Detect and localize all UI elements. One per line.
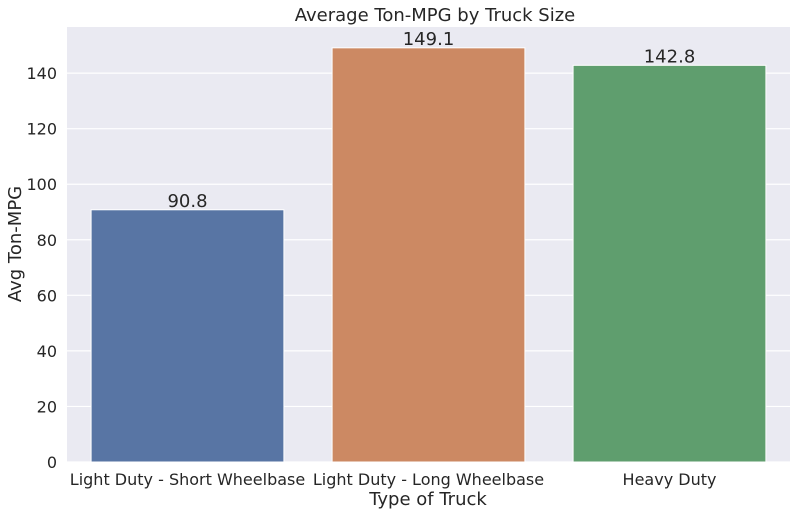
y-tick-label: 80	[37, 231, 57, 250]
y-tick-label: 140	[26, 64, 57, 83]
x-tick-label: Light Duty - Long Wheelbase	[313, 470, 544, 489]
chart-title: Average Ton-MPG by Truck Size	[295, 5, 576, 26]
x-tick-label: Heavy Duty	[623, 470, 717, 489]
bar	[572, 64, 767, 463]
y-tick-label: 20	[37, 397, 57, 416]
x-axis-label: Type of Truck	[368, 489, 487, 510]
bar	[331, 47, 526, 463]
y-axis-ticks: 0 20 40 60 80 100 120 140	[26, 64, 57, 472]
x-tick-label: Light Duty - Short Wheelbase	[70, 470, 305, 489]
y-tick-label: 120	[26, 120, 57, 139]
y-tick-label: 60	[37, 286, 57, 305]
x-axis-ticks: Light Duty - Short Wheelbase Light Duty -…	[70, 470, 717, 489]
y-axis-label: Avg Ton-MPG	[5, 186, 26, 302]
data-labels: 90.8 149.1 142.8	[167, 29, 695, 212]
bar-value-label: 149.1	[403, 29, 455, 50]
bar	[90, 209, 285, 463]
y-tick-label: 40	[37, 342, 57, 361]
bars	[90, 47, 767, 463]
bar-value-label: 90.8	[167, 191, 207, 212]
y-tick-label: 0	[47, 453, 57, 472]
y-tick-label: 100	[26, 175, 57, 194]
bar-value-label: 142.8	[644, 46, 696, 67]
